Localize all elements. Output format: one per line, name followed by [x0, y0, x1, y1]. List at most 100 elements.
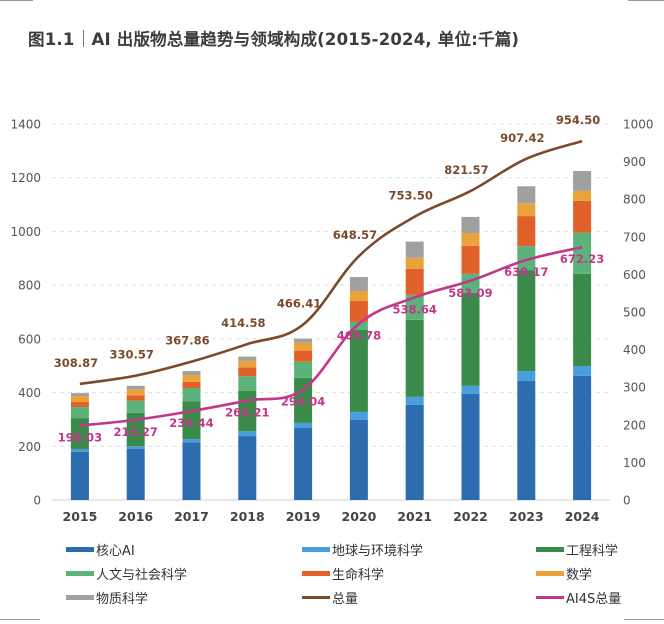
- legend-item[interactable]: 生命科学: [302, 564, 384, 583]
- bar-segment: [517, 186, 536, 204]
- bar-segment: [294, 350, 313, 362]
- bar-segment: [517, 216, 536, 247]
- x-tick-label: 2020: [342, 509, 377, 524]
- bar-segment: [517, 203, 536, 217]
- bar-segment: [349, 300, 368, 322]
- legend-item[interactable]: 工程科学: [536, 540, 618, 559]
- bar-segment: [405, 241, 424, 258]
- bar-segment: [126, 395, 145, 401]
- bar-segment: [70, 393, 89, 397]
- bar-stack: [238, 356, 257, 500]
- bar-segment: [182, 381, 201, 389]
- bar-segment: [405, 294, 424, 320]
- ai4s-data-label: 294.04: [281, 394, 325, 408]
- right-tick-label: 800: [623, 193, 646, 207]
- line-series: [79, 139, 583, 427]
- legend-label: 工程科学: [566, 544, 619, 559]
- bar-segment: [238, 356, 257, 361]
- chart-title: 图1.1 AI 出版物总量趋势与领域构成(2015-2024, 单位:千篇): [28, 26, 519, 50]
- bar-segment: [573, 171, 592, 191]
- bar-segment: [405, 257, 424, 269]
- x-tick-label: 2018: [230, 509, 265, 524]
- bar-segment: [238, 360, 257, 368]
- legend-item[interactable]: 核心AI: [66, 540, 135, 559]
- right-axis: 0 100 200 300 400 500 600 700 800 900 1000: [623, 118, 654, 508]
- right-tick-label: 100: [623, 456, 646, 470]
- legend-item[interactable]: 人文与社会科学: [66, 564, 187, 583]
- bar-segment: [349, 277, 368, 292]
- legend-label: 物质科学: [96, 592, 149, 607]
- bar-stack: [461, 216, 480, 500]
- bar-segment: [294, 428, 313, 500]
- total-data-label: 414.58: [221, 316, 265, 330]
- right-tick-label: 500: [623, 306, 646, 320]
- bar-segment: [573, 365, 592, 376]
- legend-label: 核心AI: [96, 544, 135, 559]
- x-axis: 2015 2016 2017 2018 2019 2020 2021 2022 2023 2024: [63, 509, 600, 524]
- legend-label: 数学: [566, 568, 593, 583]
- bar-stack: [517, 186, 536, 500]
- bar-segment: [294, 342, 313, 351]
- total-data-label: 367.86: [165, 334, 209, 348]
- bar-segment: [126, 446, 145, 449]
- bar-segment: [70, 448, 89, 452]
- bar-segment: [238, 431, 257, 437]
- x-tick-label: 2019: [286, 509, 321, 524]
- ai4s-data-label: 198.03: [58, 431, 102, 445]
- ai4s-data-label: 468.78: [337, 329, 381, 343]
- bar-segment: [461, 216, 480, 234]
- title-text: AI 出版物总量趋势与领域构成(2015-2024, 单位:千篇): [91, 30, 520, 49]
- bar-segment: [182, 375, 201, 382]
- bar-segment: [573, 232, 592, 274]
- bar-segment: [294, 338, 313, 343]
- right-tick-label: 200: [623, 418, 646, 432]
- bar-segment: [70, 401, 89, 408]
- bar-segment: [182, 442, 201, 500]
- bar-stack: [573, 171, 592, 500]
- right-tick-label: 1000: [623, 118, 654, 132]
- legend-label: 总量: [332, 592, 359, 607]
- x-tick-label: 2021: [397, 509, 432, 524]
- bar-segment: [573, 200, 592, 233]
- legend-label: 生命科学: [332, 568, 385, 583]
- bar-segment: [517, 381, 536, 500]
- bar-segment: [126, 448, 145, 500]
- bar-segment: [461, 245, 480, 274]
- bar-stack: [349, 277, 368, 500]
- total-data-label: 466.41: [277, 297, 321, 311]
- bar-segment: [573, 375, 592, 500]
- bar-segment: [349, 419, 368, 500]
- legend-item[interactable]: 物质科学: [66, 588, 148, 607]
- bar-segment: [182, 371, 201, 376]
- grid-lines: [52, 123, 610, 501]
- legend-line-swatch: [536, 596, 564, 599]
- legend-item[interactable]: 地球与环境科学: [302, 540, 423, 559]
- left-tick-label: 1000: [10, 225, 41, 239]
- right-tick-label: 400: [623, 343, 646, 357]
- total-line: [79, 139, 583, 386]
- left-tick-label: 1200: [10, 171, 41, 185]
- left-tick-label: 800: [18, 279, 41, 293]
- legend-item[interactable]: 总量: [302, 588, 358, 607]
- legend-item[interactable]: 数学: [536, 564, 592, 583]
- ai4s-data-label: 638.17: [504, 265, 548, 279]
- right-tick-label: 900: [623, 155, 646, 169]
- bar-segment: [182, 388, 201, 402]
- ai4s-data-label: 264.21: [225, 406, 269, 420]
- x-tick-label: 2015: [63, 509, 98, 524]
- bar-segment: [238, 367, 257, 377]
- x-tick-label: 2023: [509, 509, 544, 524]
- chart-canvas: 0 200 400 600 800 1000 1200 1400 0 100 200 300 400 5…: [10, 113, 654, 524]
- bar-stack: [294, 338, 313, 500]
- top-right-rule: [628, 0, 664, 1]
- right-tick-label: 700: [623, 230, 646, 244]
- ai4s-data-label: 538.64: [393, 302, 437, 316]
- bar-segment: [349, 329, 368, 412]
- legend-label: 地球与环境科学: [332, 544, 424, 559]
- bar-segment: [182, 439, 201, 443]
- legend-color-swatch: [536, 571, 564, 576]
- bar-segment: [517, 270, 536, 372]
- right-tick-label: 600: [623, 268, 646, 282]
- left-tick-label: 400: [18, 386, 41, 400]
- legend-item[interactable]: AI4S总量: [536, 588, 621, 607]
